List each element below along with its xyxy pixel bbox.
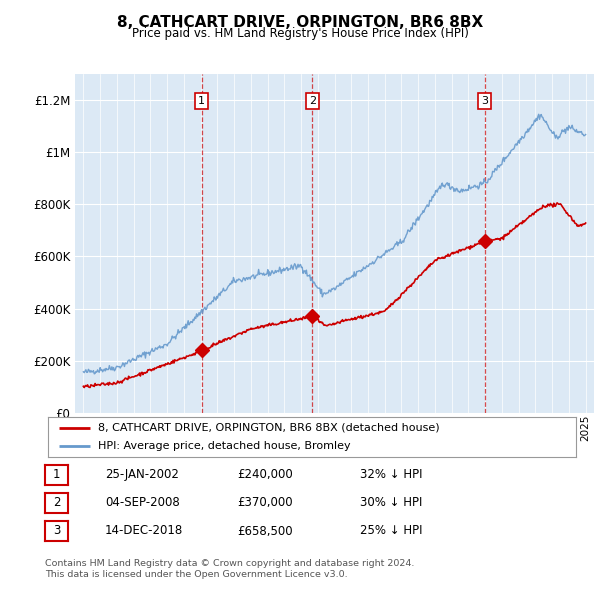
Text: 1: 1 [198,96,205,106]
Text: 04-SEP-2008: 04-SEP-2008 [105,496,180,509]
Text: 32% ↓ HPI: 32% ↓ HPI [360,468,422,481]
Text: 2: 2 [308,96,316,106]
Text: Price paid vs. HM Land Registry's House Price Index (HPI): Price paid vs. HM Land Registry's House … [131,27,469,40]
Text: 1: 1 [53,468,60,481]
Text: £240,000: £240,000 [237,468,293,481]
Text: 8, CATHCART DRIVE, ORPINGTON, BR6 8BX: 8, CATHCART DRIVE, ORPINGTON, BR6 8BX [117,15,483,30]
Text: 14-DEC-2018: 14-DEC-2018 [105,525,183,537]
Text: Contains HM Land Registry data © Crown copyright and database right 2024.
This d: Contains HM Land Registry data © Crown c… [45,559,415,579]
Text: £370,000: £370,000 [237,496,293,509]
Text: £658,500: £658,500 [237,525,293,537]
Text: HPI: Average price, detached house, Bromley: HPI: Average price, detached house, Brom… [98,441,351,451]
Text: 3: 3 [481,96,488,106]
Text: 8, CATHCART DRIVE, ORPINGTON, BR6 8BX (detached house): 8, CATHCART DRIVE, ORPINGTON, BR6 8BX (d… [98,423,440,433]
Text: 25% ↓ HPI: 25% ↓ HPI [360,525,422,537]
Text: 3: 3 [53,525,60,537]
Text: 2: 2 [53,496,60,509]
Text: 25-JAN-2002: 25-JAN-2002 [105,468,179,481]
Text: 30% ↓ HPI: 30% ↓ HPI [360,496,422,509]
